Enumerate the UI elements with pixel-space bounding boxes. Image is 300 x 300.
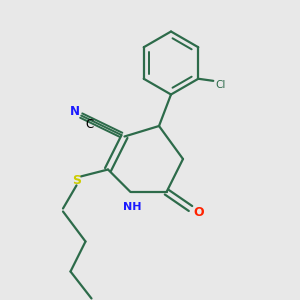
Text: S: S [72,173,81,187]
Text: O: O [193,206,203,219]
Text: Cl: Cl [215,80,226,90]
Text: NH: NH [123,202,141,212]
Text: C: C [85,118,93,130]
Text: N: N [69,105,80,118]
